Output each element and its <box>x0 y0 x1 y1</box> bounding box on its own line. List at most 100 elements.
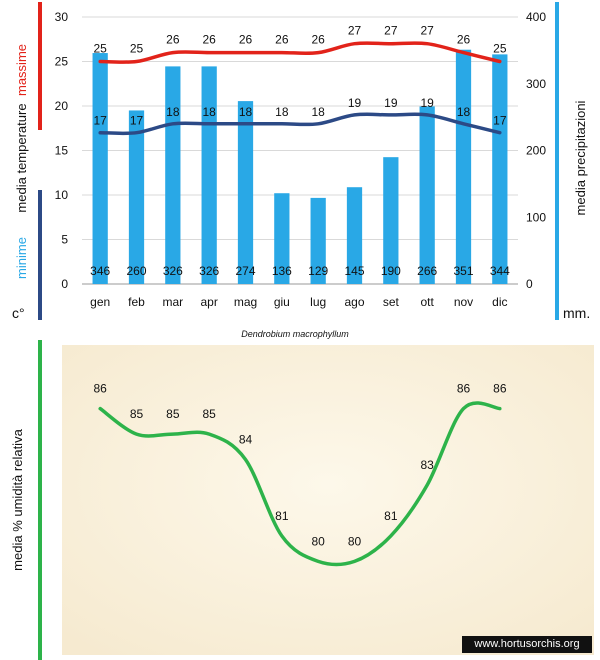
x-tick-label: giu <box>274 295 290 309</box>
x-tick-label: nov <box>454 295 473 309</box>
precipitation-bars <box>92 49 508 285</box>
max-temp-label: 27 <box>384 24 398 38</box>
right-tick-label: 400 <box>526 10 546 24</box>
left-axis-ticks: 0 5 10 15 20 25 30 <box>55 10 69 291</box>
humidity-label: 86 <box>493 382 507 396</box>
max-temp-label: 27 <box>348 24 362 38</box>
max-temp-label: 26 <box>311 33 325 47</box>
precipitation-label: 190 <box>381 264 401 278</box>
left-axis-unit: c° <box>12 305 25 321</box>
x-tick-label: apr <box>200 295 217 309</box>
right-tick-label: 100 <box>526 210 546 224</box>
x-tick-label: set <box>383 295 400 309</box>
humidity-label: 85 <box>130 407 144 421</box>
humidity-label: 80 <box>311 534 325 548</box>
precipitation-label: 344 <box>490 264 510 278</box>
left-axis-label-minime: minime <box>14 237 29 279</box>
precipitation-bar <box>92 53 108 284</box>
precipitation-bar <box>346 187 363 284</box>
min-temp-label: 19 <box>348 96 362 110</box>
humidity-label: 80 <box>348 534 362 548</box>
precipitation-bar <box>128 110 145 284</box>
humidity-line <box>98 401 502 567</box>
precipitation-bar <box>419 106 435 284</box>
humidity-label: 81 <box>384 509 398 523</box>
precipitation-label: 326 <box>199 264 219 278</box>
x-tick-label: ago <box>344 295 364 309</box>
precipitation-bar <box>201 66 217 285</box>
max-temp-label: 26 <box>275 33 289 47</box>
min-temp-label: 18 <box>239 105 253 119</box>
humidity-label: 85 <box>202 407 216 421</box>
humidity-chart-background <box>62 345 594 655</box>
max-temp-label: 25 <box>130 42 144 56</box>
precipitation-label: 136 <box>272 264 292 278</box>
left-tick-label: 5 <box>61 233 68 247</box>
data-labels: 25 25 26 26 26 26 26 27 27 27 26 25 17 17 18 18 18 18 18 19… <box>90 24 510 278</box>
humidity-axis-label: media % umidità relativa <box>10 428 25 570</box>
precipitation-label: 260 <box>126 264 146 278</box>
precipitation-label: 326 <box>163 264 183 278</box>
right-axis-unit: mm. <box>563 305 590 321</box>
max-temp-label: 26 <box>166 33 180 47</box>
left-axis-label-temperature: media temperature <box>14 103 29 212</box>
right-axis-ticks: 0 100 200 300 400 <box>526 10 546 291</box>
right-tick-label: 0 <box>526 277 533 291</box>
x-tick-label: gen <box>90 295 110 309</box>
x-tick-label: mar <box>162 295 183 309</box>
right-tick-label: 200 <box>526 144 546 158</box>
precipitation-bar <box>455 49 472 284</box>
x-axis-ticks: gen feb mar apr mag giu lug ago set ott nov dic <box>90 295 507 309</box>
precipitation-bar <box>492 54 508 284</box>
x-tick-label: dic <box>492 295 507 309</box>
humidity-data-labels: 86 85 85 85 84 81 80 80 81 83 86 86 <box>93 382 506 549</box>
left-tick-label: 15 <box>55 144 69 158</box>
precipitation-label: 351 <box>453 264 473 278</box>
right-tick-label: 300 <box>526 77 546 91</box>
x-tick-label: ott <box>420 295 434 309</box>
left-tick-label: 20 <box>55 99 69 113</box>
humidity-label: 84 <box>239 433 253 447</box>
precipitation-label: 274 <box>235 264 255 278</box>
precipitation-label: 346 <box>90 264 110 278</box>
x-tick-label: mag <box>234 295 257 309</box>
min-temp-label: 17 <box>130 114 144 128</box>
right-axis-label: media precipitazioni <box>573 100 588 215</box>
left-axis-label-massime: massime <box>14 44 29 96</box>
precipitation-bar <box>274 193 290 284</box>
min-temp-label: 18 <box>202 105 216 119</box>
max-temp-label: 26 <box>239 33 253 47</box>
precipitation-bar <box>310 197 326 284</box>
max-temp-label: 26 <box>202 33 216 47</box>
min-temp-label: 18 <box>457 105 471 119</box>
max-temp-label: 26 <box>457 33 471 47</box>
x-tick-label: lug <box>310 295 326 309</box>
min-temp-label: 19 <box>420 96 434 110</box>
min-temp-label: 18 <box>166 105 180 119</box>
left-tick-label: 10 <box>55 188 69 202</box>
watermark: www.hortusorchis.org <box>462 636 592 653</box>
left-tick-label: 30 <box>55 10 69 24</box>
precipitation-label: 266 <box>417 264 437 278</box>
precipitation-label: 129 <box>308 264 328 278</box>
min-temp-label: 17 <box>93 114 107 128</box>
left-tick-label: 0 <box>61 277 68 291</box>
max-temp-label: 25 <box>493 42 507 56</box>
min-temp-label: 19 <box>384 96 398 110</box>
humidity-label: 83 <box>420 458 434 472</box>
precipitation-bar <box>237 101 254 284</box>
max-temp-label: 25 <box>93 42 107 56</box>
precipitation-label: 145 <box>344 264 364 278</box>
precipitation-bar <box>165 66 181 285</box>
humidity-label: 86 <box>457 382 471 396</box>
min-temp-label: 17 <box>493 114 507 128</box>
max-temperature-line <box>98 41 502 64</box>
humidity-chart: media % umidità relativa 86 85 85 85 84 81 80 8… <box>10 340 594 660</box>
x-tick-label: feb <box>128 295 145 309</box>
precipitation-bar <box>383 157 399 284</box>
min-temp-label: 18 <box>311 105 325 119</box>
humidity-label: 85 <box>166 407 180 421</box>
temperature-precipitation-chart: 25 25 26 26 26 26 26 27 27 27 26 25 17 17 18 18 18 18 18 19… <box>12 2 590 339</box>
gridlines <box>82 16 518 285</box>
